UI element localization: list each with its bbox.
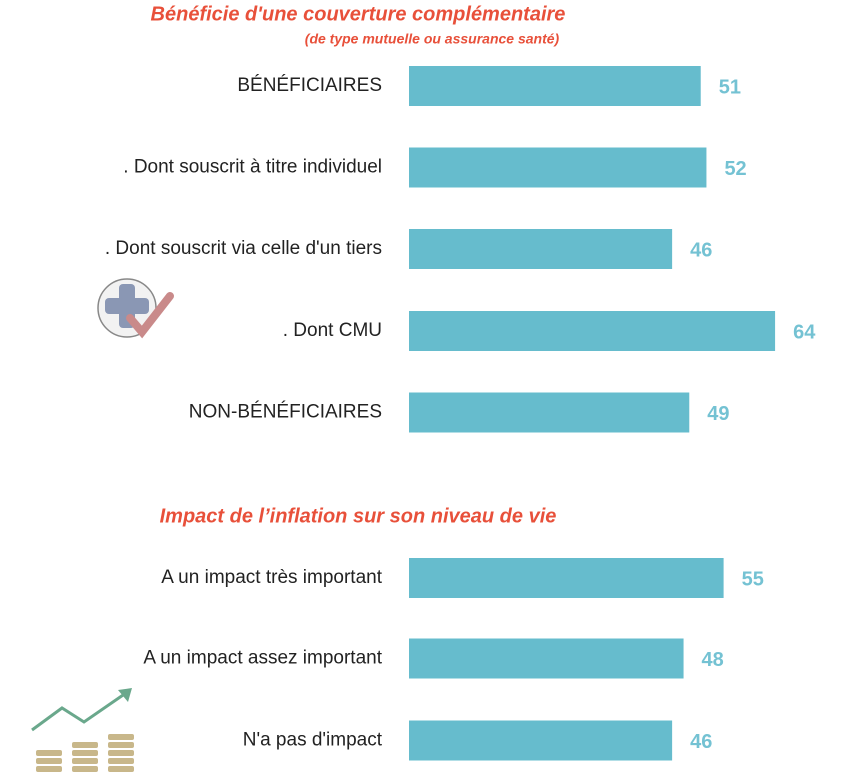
value-label: 55 bbox=[742, 568, 764, 590]
chart-title: Bénéficie d'une couverture complémentair… bbox=[151, 3, 566, 25]
category-label: A un impact très important bbox=[161, 567, 382, 588]
value-label: 46 bbox=[690, 239, 712, 261]
bar bbox=[409, 392, 690, 433]
category-label: A un impact assez important bbox=[143, 648, 382, 669]
category-label: N'a pas d'impact bbox=[243, 730, 383, 751]
category-label: NON-BÉNÉFICIAIRES bbox=[189, 402, 382, 423]
category-label: . Dont souscrit via celle d'un tiers bbox=[105, 238, 382, 259]
value-label: 52 bbox=[724, 158, 746, 180]
bar bbox=[409, 147, 707, 188]
category-label: BÉNÉFICIAIRES bbox=[237, 75, 382, 96]
category-label: . Dont souscrit à titre individuel bbox=[123, 157, 382, 178]
inflation-icon bbox=[31, 688, 134, 772]
value-label: 49 bbox=[707, 403, 729, 425]
bar bbox=[409, 229, 673, 269]
bar bbox=[409, 720, 673, 761]
value-label: 64 bbox=[793, 321, 816, 343]
bar bbox=[409, 558, 724, 598]
bar bbox=[409, 311, 776, 351]
health-icon bbox=[97, 278, 174, 339]
value-label: 48 bbox=[702, 649, 724, 671]
value-label: 46 bbox=[690, 731, 712, 753]
bar bbox=[409, 638, 684, 679]
chart-title: Impact de l’inflation sur son niveau de … bbox=[160, 505, 557, 527]
bar bbox=[409, 66, 701, 106]
category-label: . Dont CMU bbox=[283, 320, 382, 341]
chart-subtitle: (de type mutuelle ou assurance santé) bbox=[305, 31, 560, 47]
value-label: 51 bbox=[719, 76, 741, 98]
